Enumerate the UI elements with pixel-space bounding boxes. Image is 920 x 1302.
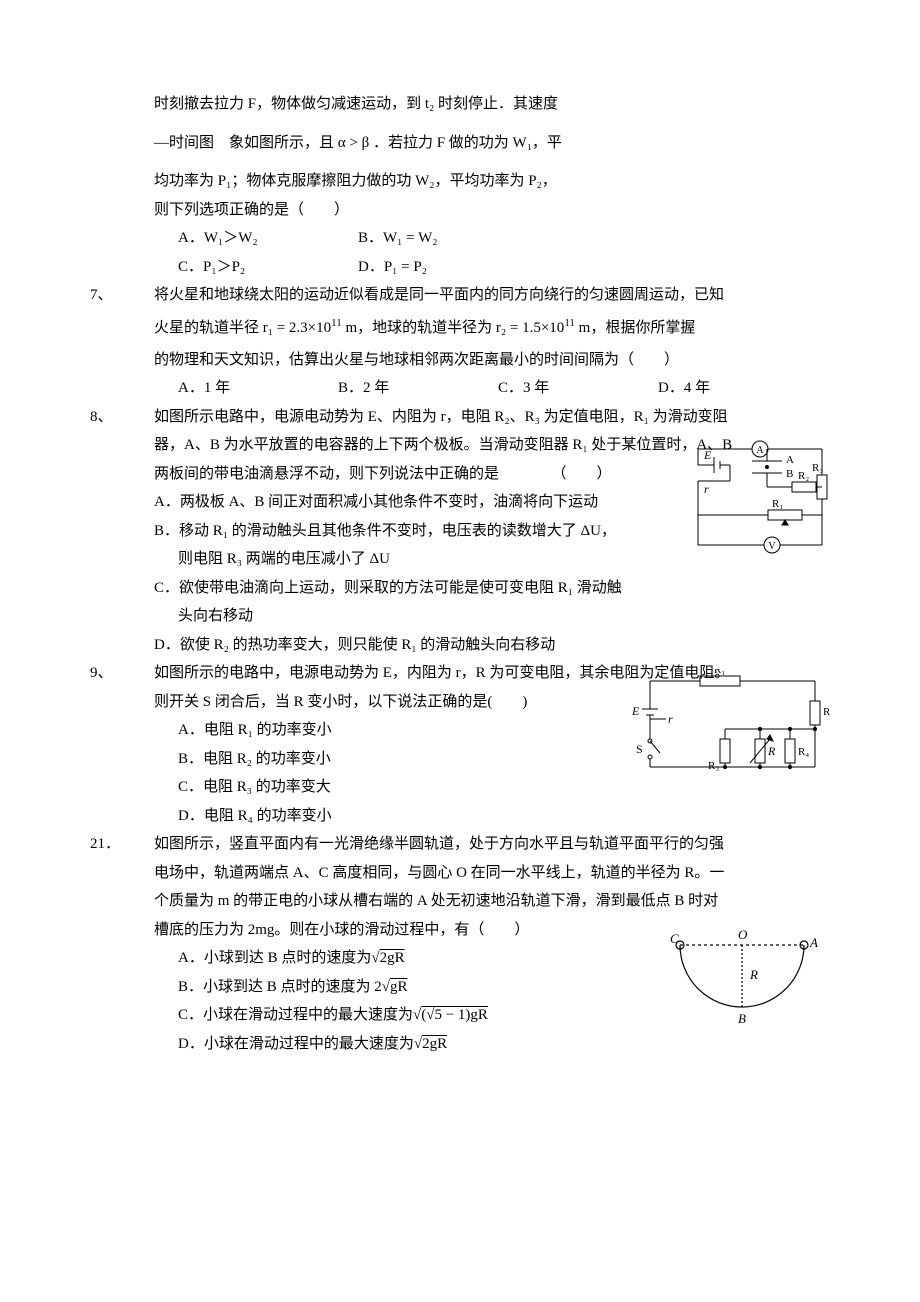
q9-optC: C．电阻 R₃ 的功率变大 <box>178 773 658 802</box>
q8: 8、 如图所示电路中，电源电动势为 E、内阻为 r，电阻 R₂、R₃ 为定值电阻… <box>90 403 830 660</box>
q21: 21． 如图所示，竖直平面内有一光滑绝缘半圆轨道，处于方向水平且与轨道平面平行的… <box>90 830 830 1058</box>
q7-optB: B．2 年 <box>338 374 498 403</box>
svg-text:B: B <box>786 468 793 480</box>
svg-text:V: V <box>768 541 776 552</box>
svg-text:R₃: R₃ <box>812 462 823 474</box>
svg-text:E: E <box>703 448 712 462</box>
svg-text:A: A <box>756 445 764 456</box>
q9-optA: A．电阻 R₁ 的功率变小 <box>178 716 658 745</box>
q6-line2: —时间图 象如图所示，且 α > β ．若拉力 F 做的功为 W₁，平 <box>154 129 830 158</box>
q9: 9、 如图所示的电路中，电源电动势为 E，内阻为 r，R 为可变电阻，其余电阻为… <box>90 659 830 830</box>
q21-number: 21． <box>90 830 134 859</box>
q8-optC1: C．欲使带电油滴向上运动，则采取的方法可能是使可变电阻 R₁ 滑动触 <box>154 574 674 603</box>
svg-text:A: A <box>809 935 818 950</box>
q8-optC2: 头向右移动 <box>178 602 674 631</box>
q21-semicircle-figure: C O A R B <box>660 925 830 1035</box>
svg-text:B: B <box>738 1011 746 1026</box>
q9-number: 9、 <box>90 659 134 688</box>
q9-optD: D．电阻 R₄ 的功率变小 <box>178 802 658 831</box>
q6-optD: D．P₁ = P₂ <box>358 253 538 282</box>
svg-text:R₄: R₄ <box>798 746 809 758</box>
q6-line3: 均功率为 P₁；物体克服摩擦阻力做的功 W₂，平均功率为 P₂， <box>154 167 830 196</box>
q9-optB: B．电阻 R₂ 的功率变小 <box>178 745 658 774</box>
svg-text:A: A <box>786 454 794 466</box>
q6-line1: 时刻撤去拉力 F，物体做匀减速运动，到 t₂ 时刻停止．其速度 <box>154 90 830 119</box>
q6-optA: A．W₁＞W₂ <box>178 224 358 253</box>
svg-text:R₂: R₂ <box>798 470 809 482</box>
q7-optC: C．3 年 <box>498 374 658 403</box>
q21-stem3: 个质量为 m 的带正电的小球从槽右端的 A 处无初速地沿轨道下滑，滑到最低点 B… <box>154 887 830 916</box>
q8-optD: D．欲使 R₂ 的热功率变大，则只能使 R₁ 的滑动触头向右移动 <box>154 631 830 660</box>
svg-text:R₃: R₃ <box>708 760 719 772</box>
q7-optA: A．1 年 <box>178 374 338 403</box>
q21-stem1: 如图所示，竖直平面内有一光滑绝缘半圆轨道，处于方向水平且与轨道平面平行的匀强 <box>154 830 830 859</box>
svg-text:r: r <box>668 712 673 726</box>
q8-optB2: 则电阻 R₃ 两端的电压减小了 ΔU <box>178 545 674 574</box>
q8-optB1: B．移动 R₁ 的滑动触头且其他条件不变时，电压表的读数增大了 ΔU， <box>154 517 674 546</box>
q7-stem1: 将火星和地球绕太阳的运动近似看成是同一平面内的同方向绕行的匀速圆周运动，已知 <box>154 281 830 310</box>
q8-number: 8、 <box>90 403 134 432</box>
q6-optC: C．P₁＞P₂ <box>178 253 358 282</box>
q8-optA: A．两极板 A、B 间正对面积减小其他条件不变时，油滴将向下运动 <box>154 488 674 517</box>
svg-text:R: R <box>749 967 758 982</box>
svg-text:R: R <box>767 744 776 758</box>
q9-stem2: 则开关 S 闭合后，当 R 变小时，以下说法正确的是( ) <box>154 688 634 717</box>
q6-continuation: 时刻撤去拉力 F，物体做匀减速运动，到 t₂ 时刻停止．其速度 —时间图 象如图… <box>90 90 830 281</box>
q8-circuit-figure: A R₃ A B R₂ <box>690 437 830 567</box>
svg-text:O: O <box>738 927 748 942</box>
q9-circuit-figure: R₁ R₂ E r <box>630 669 830 779</box>
q7-optD: D．4 年 <box>658 374 818 403</box>
q7-number: 7、 <box>90 281 134 310</box>
q21-stem2: 电场中，轨道两端点 A、C 高度相同，与圆心 O 在同一水平线上，轨道的半径为 … <box>154 859 830 888</box>
svg-text:R₁: R₁ <box>714 669 725 676</box>
svg-text:R₁: R₁ <box>772 498 783 510</box>
q7-stem3: 的物理和天文知识，估算出火星与地球相邻两次距离最小的时间间隔为（ ） <box>154 346 830 375</box>
svg-text:R₂: R₂ <box>823 706 830 718</box>
q7: 7、 将火星和地球绕太阳的运动近似看成是同一平面内的同方向绕行的匀速圆周运动，已… <box>90 281 830 403</box>
q6-line4: 则下列选项正确的是（ ） <box>154 196 830 225</box>
svg-text:S: S <box>636 742 643 756</box>
svg-text:E: E <box>631 704 640 718</box>
svg-text:r: r <box>704 482 709 496</box>
svg-text:C: C <box>670 931 679 946</box>
q6-optB: B．W₁ = W₂ <box>358 224 538 253</box>
q8-stem1: 如图所示电路中，电源电动势为 E、内阻为 r，电阻 R₂、R₃ 为定值电阻，R₁… <box>154 403 830 432</box>
q7-stem2: 火星的轨道半径 r₁ = 2.3×1011 m，地球的轨道半径为 r₂ = 1.… <box>154 310 830 346</box>
